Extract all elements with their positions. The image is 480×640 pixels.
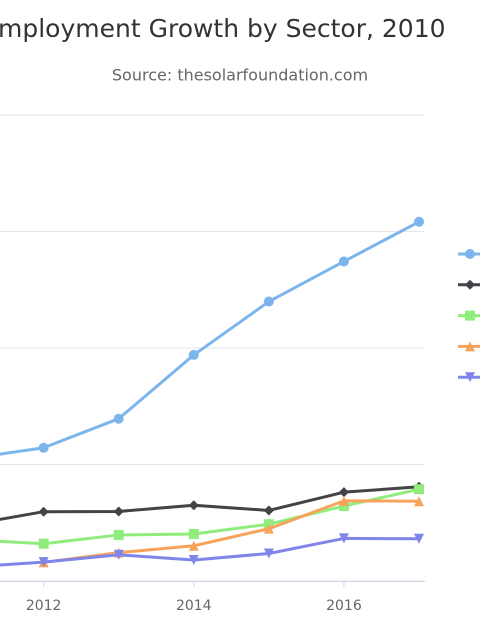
point <box>113 413 124 424</box>
point <box>414 484 424 495</box>
chart-subtitle: Source: thesolarfoundation.com <box>112 66 368 85</box>
x-tick-label: 2014 <box>176 598 212 614</box>
series-line <box>0 485 420 521</box>
point <box>38 506 49 517</box>
point <box>338 501 349 512</box>
point <box>263 548 274 559</box>
point <box>414 216 424 227</box>
point <box>113 529 124 540</box>
point <box>38 442 49 453</box>
point <box>113 549 124 560</box>
x-tick-label: 2016 <box>326 598 362 614</box>
legend-symbol <box>465 341 475 352</box>
series-line <box>0 220 420 456</box>
point <box>338 533 349 544</box>
point <box>338 256 349 267</box>
point <box>188 540 199 551</box>
chart-title: mployment Growth by Sector, 2010 <box>0 14 446 43</box>
series-line <box>43 499 420 564</box>
series-line <box>0 487 420 546</box>
point <box>338 495 349 506</box>
point <box>113 506 124 517</box>
legend-symbol <box>465 249 475 259</box>
x-tick-label: 2012 <box>26 598 62 614</box>
point <box>263 296 274 307</box>
series-line <box>0 536 420 567</box>
point <box>263 505 274 516</box>
legend-symbol <box>465 310 475 321</box>
point <box>414 533 424 544</box>
point <box>188 349 199 360</box>
point <box>38 557 49 568</box>
point <box>188 528 199 539</box>
point <box>188 500 199 511</box>
legend-symbol <box>465 279 475 290</box>
point <box>338 487 349 498</box>
point <box>188 555 199 566</box>
point <box>38 538 49 549</box>
point <box>414 496 424 507</box>
point <box>263 523 274 534</box>
legend-symbol <box>465 372 475 383</box>
